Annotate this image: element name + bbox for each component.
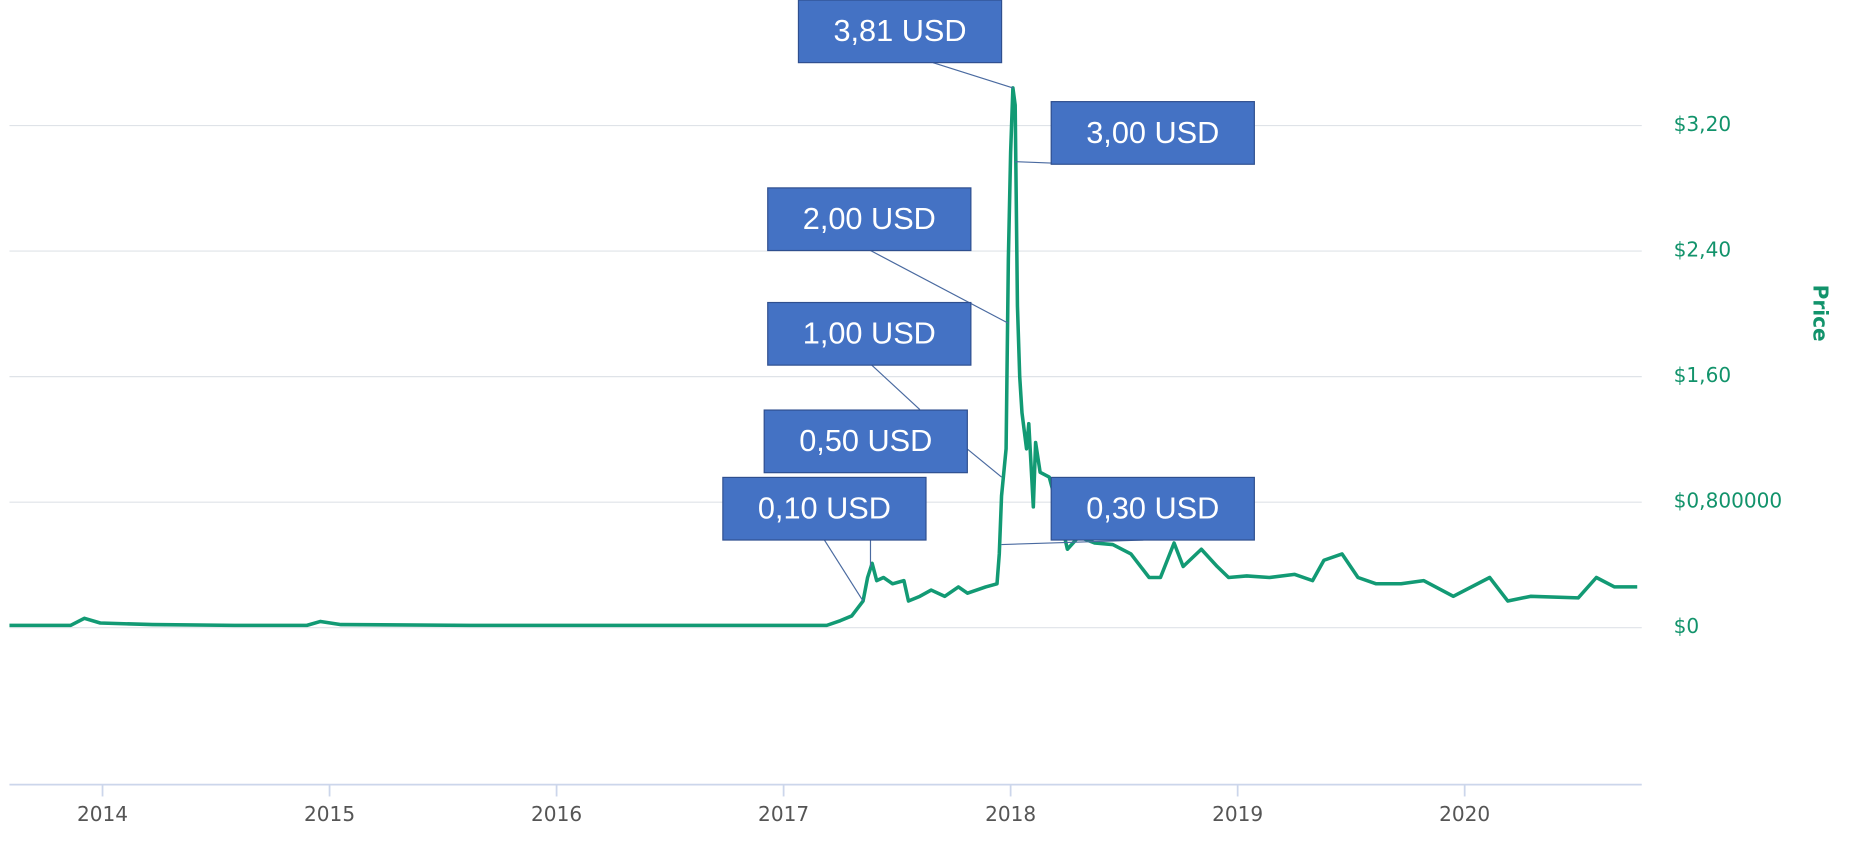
annotation-label: 3,81 USD xyxy=(833,13,966,48)
y-tick-label: $3,20 xyxy=(1674,112,1731,136)
annotation-connector xyxy=(932,62,1014,89)
annotation-label: 0,10 USD xyxy=(758,491,891,526)
annotation-label: 2,00 USD xyxy=(803,201,936,236)
annotation-label: 1,00 USD xyxy=(803,316,936,351)
annotation-box xyxy=(797,0,1003,64)
annotation-label: 0,50 USD xyxy=(799,423,932,458)
annotation-label: 0,30 USD xyxy=(1086,491,1219,526)
y-tick-label: $1,60 xyxy=(1674,363,1731,387)
annotation-connector xyxy=(870,363,921,411)
y-tick-label: $0,800000 xyxy=(1674,489,1783,513)
annotation-connector xyxy=(870,249,1009,324)
x-tick-label: 2017 xyxy=(758,802,809,826)
x-tick-label: 2014 xyxy=(77,802,128,826)
x-tick-label: 2019 xyxy=(1212,802,1263,826)
annotation-box xyxy=(767,187,972,252)
annotation-connector xyxy=(823,539,864,602)
annotation-connector xyxy=(1015,161,1052,164)
annotation-connector xyxy=(966,448,1002,478)
y-axis-title: Price xyxy=(1808,285,1832,342)
annotation-box xyxy=(1050,101,1255,165)
x-tick-label: 2015 xyxy=(304,802,355,826)
annotation-box xyxy=(1050,476,1255,541)
x-tick-label: 2016 xyxy=(531,802,582,826)
annotation-box xyxy=(767,301,972,366)
x-tick-label: 2018 xyxy=(985,802,1036,826)
price-line xyxy=(9,86,1638,628)
annotation-box xyxy=(722,476,927,541)
y-tick-label: $0 xyxy=(1674,614,1700,638)
x-tick-label: 2020 xyxy=(1439,802,1490,826)
annotation-label: 3,00 USD xyxy=(1086,115,1219,150)
annotation-connector xyxy=(1001,539,1144,546)
annotation-box xyxy=(763,409,968,474)
y-tick-label: $2,40 xyxy=(1674,238,1731,262)
